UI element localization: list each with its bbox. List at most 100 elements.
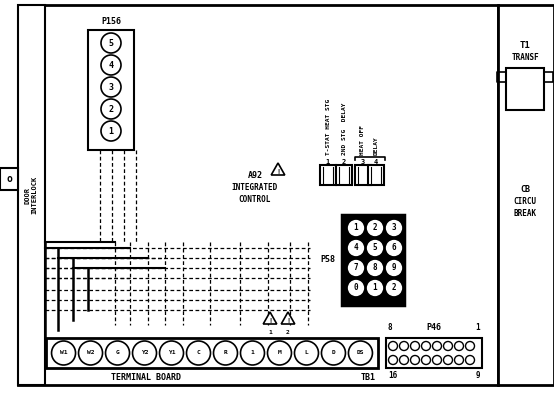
Text: L: L xyxy=(305,350,309,356)
Text: Y2: Y2 xyxy=(141,350,148,356)
Text: T1: T1 xyxy=(520,41,530,49)
Text: 2: 2 xyxy=(342,159,346,165)
Circle shape xyxy=(411,356,419,365)
Bar xyxy=(506,68,544,110)
Bar xyxy=(498,5,554,385)
Circle shape xyxy=(52,341,75,365)
Circle shape xyxy=(295,341,319,365)
Text: W1: W1 xyxy=(60,350,67,356)
Circle shape xyxy=(187,341,211,365)
Bar xyxy=(46,338,378,368)
Circle shape xyxy=(105,341,130,365)
Circle shape xyxy=(101,121,121,141)
Text: !: ! xyxy=(286,318,290,324)
Text: 4: 4 xyxy=(374,159,378,165)
Circle shape xyxy=(101,33,121,53)
Circle shape xyxy=(399,342,408,350)
Circle shape xyxy=(465,356,474,365)
Circle shape xyxy=(366,219,384,237)
Circle shape xyxy=(79,341,102,365)
Bar xyxy=(344,217,402,303)
Text: TB1: TB1 xyxy=(361,374,376,382)
Circle shape xyxy=(422,342,430,350)
Text: Y1: Y1 xyxy=(168,350,175,356)
Text: INTEGRATED: INTEGRATED xyxy=(232,184,278,192)
Text: P58: P58 xyxy=(321,256,336,265)
Circle shape xyxy=(385,219,403,237)
Text: 1: 1 xyxy=(268,329,272,335)
Circle shape xyxy=(454,356,464,365)
Polygon shape xyxy=(271,163,285,175)
Circle shape xyxy=(385,279,403,297)
Bar xyxy=(336,165,352,185)
Circle shape xyxy=(347,279,365,297)
Text: 5: 5 xyxy=(373,243,377,252)
Text: 1: 1 xyxy=(109,126,114,135)
Circle shape xyxy=(213,341,238,365)
Circle shape xyxy=(347,219,365,237)
Circle shape xyxy=(268,341,291,365)
Text: P156: P156 xyxy=(101,17,121,26)
Circle shape xyxy=(411,342,419,350)
Bar xyxy=(18,5,45,385)
Circle shape xyxy=(347,239,365,257)
Text: CB: CB xyxy=(520,186,530,194)
Text: 4: 4 xyxy=(109,60,114,70)
Text: 1: 1 xyxy=(373,284,377,293)
Text: DS: DS xyxy=(357,350,364,356)
Circle shape xyxy=(347,259,365,277)
Circle shape xyxy=(422,356,430,365)
Text: TERMINAL BOARD: TERMINAL BOARD xyxy=(111,374,181,382)
Text: DELAY: DELAY xyxy=(373,136,378,155)
Circle shape xyxy=(388,342,398,350)
Circle shape xyxy=(399,356,408,365)
Circle shape xyxy=(388,356,398,365)
Text: 1: 1 xyxy=(475,324,480,333)
Circle shape xyxy=(385,239,403,257)
Circle shape xyxy=(160,341,183,365)
Text: 4: 4 xyxy=(353,243,358,252)
Text: o: o xyxy=(6,174,12,184)
Text: 2: 2 xyxy=(373,224,377,233)
Circle shape xyxy=(101,55,121,75)
Circle shape xyxy=(101,77,121,97)
Circle shape xyxy=(132,341,157,365)
Bar xyxy=(342,215,404,305)
Circle shape xyxy=(101,99,121,119)
Text: CONTROL: CONTROL xyxy=(239,194,271,203)
Circle shape xyxy=(433,342,442,350)
Text: !: ! xyxy=(276,169,280,175)
Bar xyxy=(88,30,134,150)
Text: 2: 2 xyxy=(109,105,114,113)
Text: 3: 3 xyxy=(109,83,114,92)
Text: D: D xyxy=(332,350,335,356)
Text: C: C xyxy=(197,350,201,356)
Polygon shape xyxy=(281,312,295,324)
Text: 1: 1 xyxy=(326,159,330,165)
Text: HEAT OFF: HEAT OFF xyxy=(361,125,366,155)
Text: 3: 3 xyxy=(392,224,396,233)
Text: 8: 8 xyxy=(388,324,393,333)
Circle shape xyxy=(385,259,403,277)
Text: A92: A92 xyxy=(248,171,263,179)
Text: 1: 1 xyxy=(250,350,254,356)
Circle shape xyxy=(321,341,346,365)
Text: !: ! xyxy=(268,318,272,324)
Text: DOOR
INTERLOCK: DOOR INTERLOCK xyxy=(24,176,38,214)
Text: 5: 5 xyxy=(109,38,114,47)
Text: G: G xyxy=(116,350,120,356)
Circle shape xyxy=(465,342,474,350)
Text: T-STAT HEAT STG: T-STAT HEAT STG xyxy=(326,99,331,155)
Text: M: M xyxy=(278,350,281,356)
Text: 7: 7 xyxy=(353,263,358,273)
Text: P46: P46 xyxy=(427,324,442,333)
Text: 3: 3 xyxy=(361,159,365,165)
Bar xyxy=(0,168,18,190)
Circle shape xyxy=(433,356,442,365)
Text: 0: 0 xyxy=(353,284,358,293)
Text: 1: 1 xyxy=(353,224,358,233)
Circle shape xyxy=(366,279,384,297)
Bar xyxy=(368,165,384,185)
Text: TRANSF: TRANSF xyxy=(511,53,539,62)
Text: 16: 16 xyxy=(388,372,397,380)
